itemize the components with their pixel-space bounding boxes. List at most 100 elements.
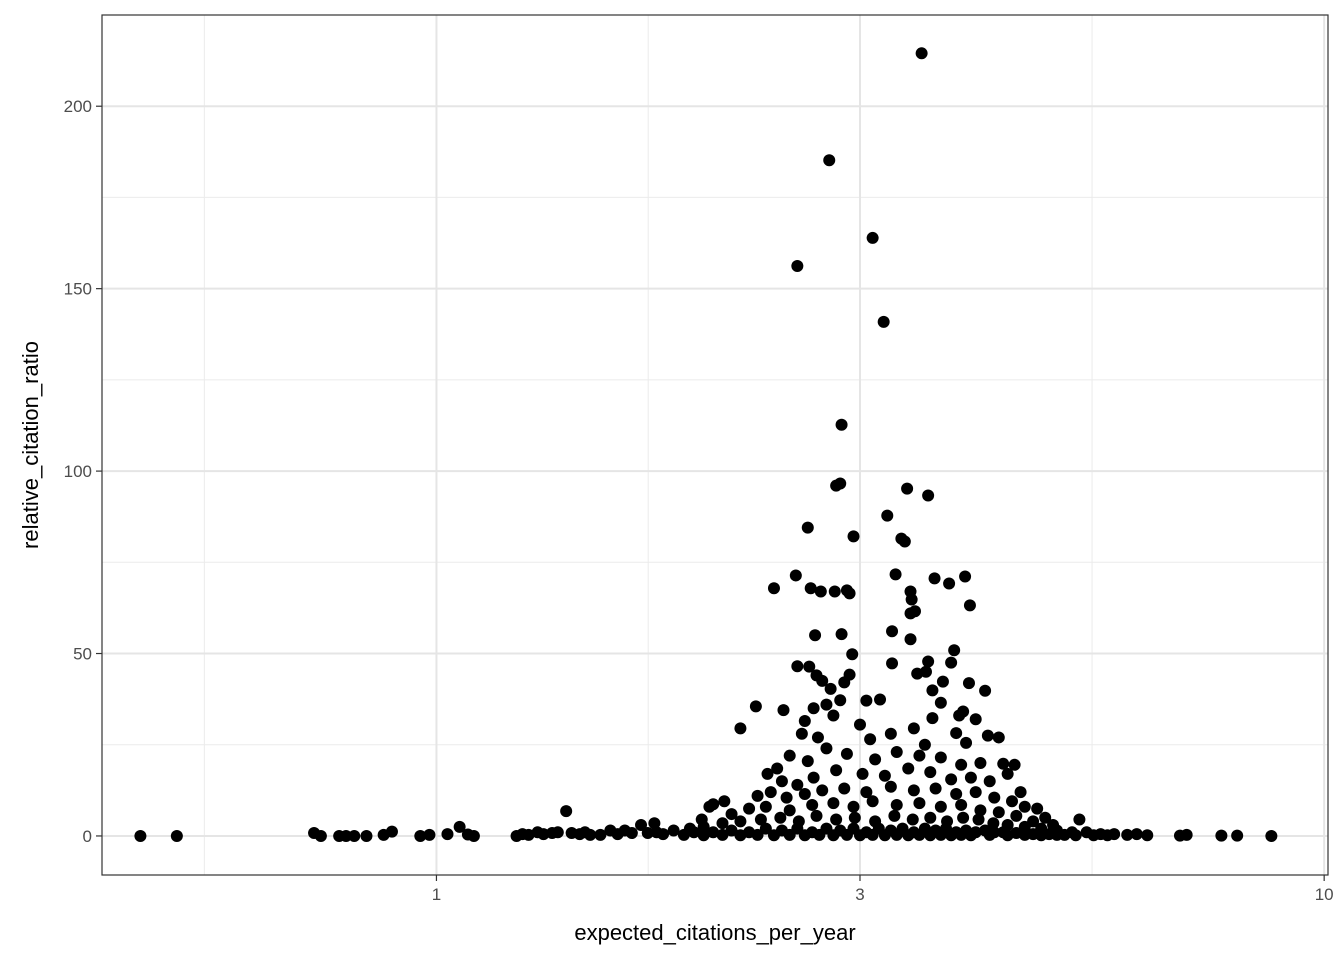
data-point xyxy=(584,828,597,841)
data-point xyxy=(767,829,780,842)
data-point xyxy=(734,829,747,842)
data-point xyxy=(972,813,985,826)
data-point xyxy=(983,775,996,788)
data-point xyxy=(890,746,903,759)
data-point xyxy=(360,829,373,842)
y-tick-label: 0 xyxy=(83,827,92,846)
data-point xyxy=(807,702,820,715)
data-point xyxy=(904,633,917,646)
data-point xyxy=(1180,828,1193,841)
data-point xyxy=(783,828,796,841)
data-point xyxy=(560,805,573,818)
grid-minor xyxy=(102,15,1328,875)
data-point xyxy=(761,767,774,780)
data-point xyxy=(635,819,648,832)
data-point xyxy=(886,657,899,670)
data-point xyxy=(907,784,920,797)
data-point xyxy=(813,828,826,841)
data-point xyxy=(915,47,928,60)
data-point xyxy=(1073,813,1086,826)
data-point xyxy=(889,568,902,581)
data-point xyxy=(1018,800,1031,813)
data-point xyxy=(840,828,853,841)
data-point xyxy=(992,806,1005,819)
data-point xyxy=(1265,829,1278,842)
data-point xyxy=(314,829,327,842)
data-point xyxy=(441,828,454,841)
data-point xyxy=(697,820,710,833)
data-point xyxy=(979,684,992,697)
data-point xyxy=(929,782,942,795)
data-point xyxy=(864,733,877,746)
data-point xyxy=(945,829,958,842)
data-point xyxy=(764,786,777,799)
x-axis-title: expected_citations_per_year xyxy=(574,920,855,945)
data-point xyxy=(856,767,869,780)
data-point xyxy=(926,684,939,697)
data-point xyxy=(1001,829,1014,842)
data-point xyxy=(1001,767,1014,780)
data-point xyxy=(911,667,924,680)
data-point xyxy=(734,815,747,828)
data-point xyxy=(987,817,1000,830)
data-point xyxy=(423,828,436,841)
data-point xyxy=(783,749,796,762)
data-point xyxy=(913,828,926,841)
data-point xyxy=(877,315,890,328)
data-point xyxy=(801,521,814,534)
data-point xyxy=(913,749,926,762)
data-point xyxy=(522,828,535,841)
y-tick-label: 100 xyxy=(64,462,92,481)
data-point xyxy=(959,570,972,583)
data-point xyxy=(926,712,939,725)
data-point xyxy=(884,727,897,740)
data-point xyxy=(807,771,820,784)
data-point xyxy=(846,648,859,661)
data-point xyxy=(866,231,879,244)
data-point xyxy=(828,585,841,598)
data-point xyxy=(848,811,861,824)
data-point xyxy=(963,599,976,612)
data-point xyxy=(767,582,780,595)
data-point xyxy=(907,722,920,735)
x-tick-label: 3 xyxy=(855,885,864,904)
data-point xyxy=(934,751,947,764)
data-point xyxy=(827,829,840,842)
data-point xyxy=(1018,828,1031,841)
data-point xyxy=(134,829,147,842)
data-point xyxy=(1121,828,1134,841)
data-point xyxy=(950,787,963,800)
data-point xyxy=(789,569,802,582)
data-point xyxy=(834,694,847,707)
data-point xyxy=(385,825,398,838)
data-point xyxy=(791,660,804,673)
data-point xyxy=(725,824,738,837)
data-point xyxy=(1039,811,1052,824)
data-point xyxy=(677,828,690,841)
plot-background xyxy=(102,15,1328,875)
data-point xyxy=(902,762,915,775)
data-point xyxy=(847,530,860,543)
data-point xyxy=(816,784,829,797)
data-point xyxy=(827,797,840,810)
grid-major xyxy=(102,15,1328,875)
data-point xyxy=(810,809,823,822)
data-point xyxy=(771,762,784,775)
data-point xyxy=(853,718,866,731)
data-point xyxy=(890,798,903,811)
data-point xyxy=(960,736,973,749)
data-point xyxy=(1231,829,1244,842)
data-point xyxy=(650,826,663,839)
data-point xyxy=(814,585,827,598)
data-point xyxy=(834,477,847,490)
points-layer xyxy=(134,47,1278,842)
data-point xyxy=(820,698,833,711)
data-point xyxy=(716,828,729,841)
data-point xyxy=(453,820,466,833)
data-point xyxy=(888,809,901,822)
data-point xyxy=(918,738,931,751)
data-point xyxy=(945,773,958,786)
data-point xyxy=(884,780,897,793)
data-point xyxy=(718,795,731,808)
data-point xyxy=(830,764,843,777)
